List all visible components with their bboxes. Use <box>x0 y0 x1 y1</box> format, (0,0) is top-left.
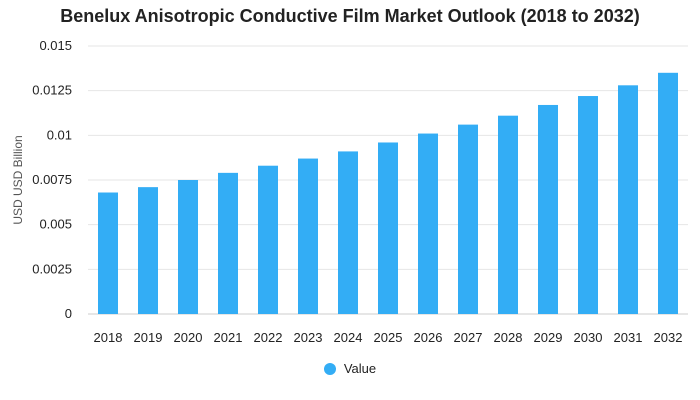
bar[interactable] <box>458 124 478 314</box>
bar[interactable] <box>378 142 398 314</box>
y-tick-label: 0.005 <box>39 217 72 232</box>
y-tick-label: 0.015 <box>39 38 72 53</box>
y-axis-ticks: 0 0.0025 0.005 0.0075 0.01 0.0125 0.015 <box>32 38 72 321</box>
legend-swatch <box>323 362 336 375</box>
x-tick-label: 2030 <box>574 330 603 345</box>
bar[interactable] <box>178 180 198 314</box>
x-axis-ticks: 2018 2019 2020 2021 2022 2023 2024 2025 2026 2027… <box>94 330 683 345</box>
x-tick-label: 2020 <box>174 330 203 345</box>
x-tick-label: 2018 <box>94 330 123 345</box>
bar[interactable] <box>618 85 638 314</box>
x-tick-label: 2019 <box>134 330 163 345</box>
y-axis-label: USD USD Billion <box>11 135 25 224</box>
x-tick-label: 2024 <box>334 330 363 345</box>
y-tick-label: 0 <box>65 306 72 321</box>
x-tick-label: 2025 <box>374 330 403 345</box>
legend-label: Value <box>343 361 377 376</box>
y-tick-label: 0.01 <box>47 127 72 142</box>
bar[interactable] <box>498 115 518 315</box>
bar[interactable] <box>578 96 598 314</box>
x-tick-label: 2026 <box>414 330 443 345</box>
x-tick-label: 2031 <box>614 330 643 345</box>
bar[interactable] <box>258 165 278 314</box>
x-tick-label: 2032 <box>654 330 683 345</box>
bar[interactable] <box>138 187 158 314</box>
bars <box>98 72 678 315</box>
x-tick-label: 2022 <box>254 330 283 345</box>
legend: Value <box>0 361 700 376</box>
bar[interactable] <box>218 172 238 314</box>
bar[interactable] <box>538 104 558 315</box>
bar[interactable] <box>98 192 118 314</box>
x-tick-label: 2021 <box>214 330 243 345</box>
bar[interactable] <box>338 151 358 314</box>
y-tick-label: 0.0125 <box>32 83 72 98</box>
x-tick-label: 2023 <box>294 330 323 345</box>
y-tick-label: 0.0075 <box>32 172 72 187</box>
y-tick-label: 0.0025 <box>32 261 72 276</box>
bar[interactable] <box>418 133 438 314</box>
x-tick-label: 2028 <box>494 330 523 345</box>
bar[interactable] <box>298 158 318 314</box>
x-tick-label: 2027 <box>454 330 483 345</box>
chart-title: Benelux Anisotropic Conductive Film Mark… <box>60 6 640 26</box>
bar[interactable] <box>658 72 678 314</box>
x-tick-label: 2029 <box>534 330 563 345</box>
